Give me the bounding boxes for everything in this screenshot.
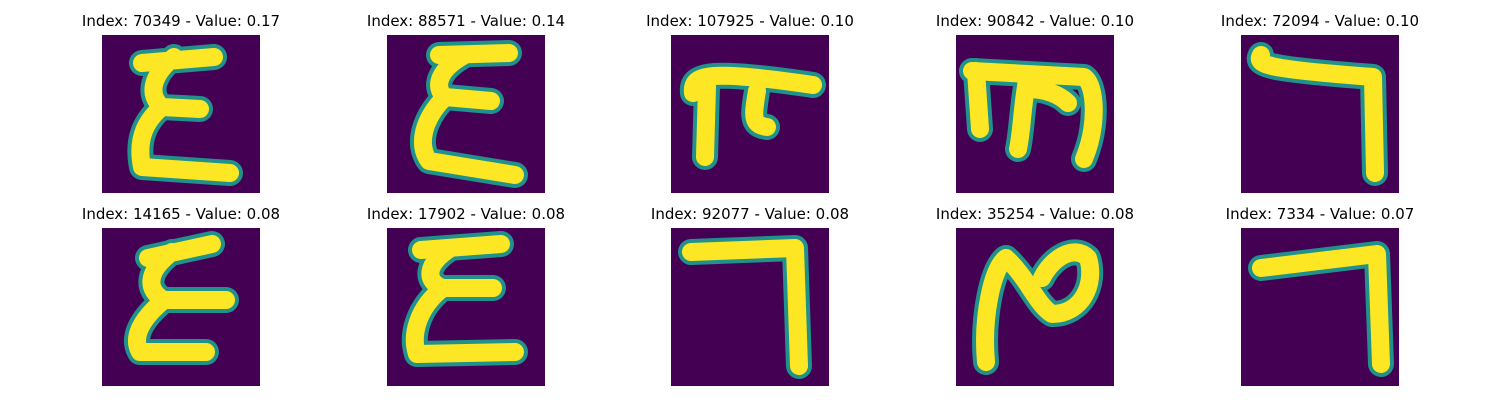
epsilon-glyph-1 bbox=[102, 35, 260, 193]
seven-glyph-1 bbox=[1241, 35, 1399, 193]
image-panel-5 bbox=[1241, 35, 1399, 193]
tau-glyph bbox=[671, 35, 829, 193]
panel-title-8: Index: 92077 - Value: 0.08 bbox=[650, 205, 850, 223]
seven-glyph-3 bbox=[1241, 228, 1399, 386]
panel-title-10: Index: 7334 - Value: 0.07 bbox=[1225, 205, 1415, 223]
image-panel-2 bbox=[387, 35, 545, 193]
panel-title-2: Index: 88571 - Value: 0.14 bbox=[366, 12, 566, 30]
epsilon-glyph-4 bbox=[387, 228, 545, 386]
panel-title-9: Index: 35254 - Value: 0.08 bbox=[935, 205, 1135, 223]
panel-title-5: Index: 72094 - Value: 0.10 bbox=[1220, 12, 1420, 30]
seven-glyph-2 bbox=[671, 228, 829, 386]
panel-title-4: Index: 90842 - Value: 0.10 bbox=[935, 12, 1135, 30]
image-panel-10 bbox=[1241, 228, 1399, 386]
image-panel-1 bbox=[102, 35, 260, 193]
panel-title-7: Index: 17902 - Value: 0.08 bbox=[366, 205, 566, 223]
image-panel-6 bbox=[102, 228, 260, 386]
image-panel-9 bbox=[956, 228, 1114, 386]
panel-title-3: Index: 107925 - Value: 0.10 bbox=[646, 12, 854, 30]
epsilon-glyph-2 bbox=[387, 35, 545, 193]
image-panel-7 bbox=[387, 228, 545, 386]
image-panel-3 bbox=[671, 35, 829, 193]
m-glyph bbox=[956, 35, 1114, 193]
image-panel-4 bbox=[956, 35, 1114, 193]
panel-title-6: Index: 14165 - Value: 0.08 bbox=[81, 205, 281, 223]
epsilon-glyph-3 bbox=[102, 228, 260, 386]
panel-title-1: Index: 70349 - Value: 0.17 bbox=[81, 12, 281, 30]
n-glyph bbox=[956, 228, 1114, 386]
image-panel-8 bbox=[671, 228, 829, 386]
